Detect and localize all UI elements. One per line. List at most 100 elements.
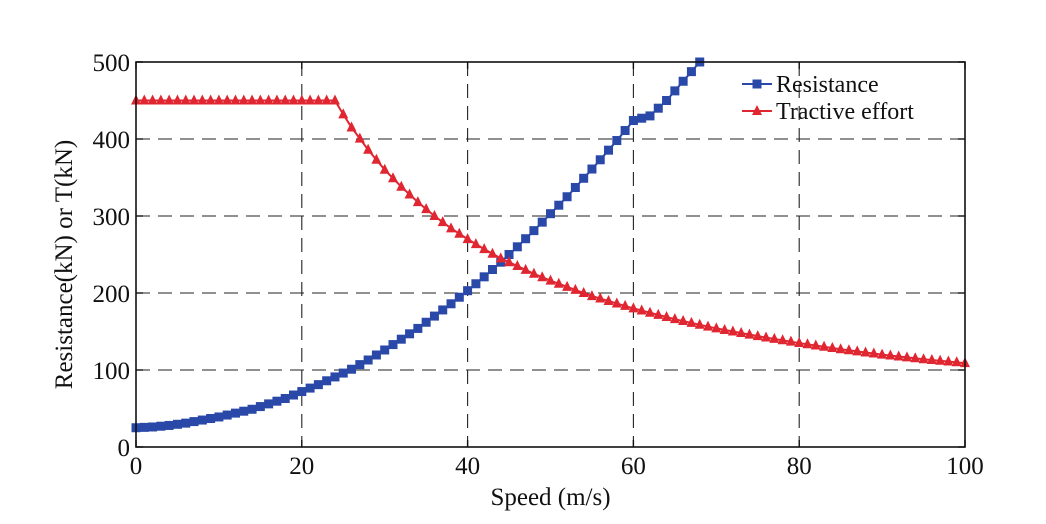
series-1-point — [694, 318, 705, 329]
series-1-point — [230, 94, 241, 105]
series-0-point — [363, 355, 373, 365]
series-0-point — [139, 422, 149, 432]
series-0-point — [371, 350, 381, 360]
series-1-point — [139, 94, 150, 105]
y-axis-label: Resistance(kN) or T(kN) — [51, 140, 78, 389]
series-0-point — [255, 402, 265, 412]
series-1-point — [421, 203, 432, 214]
series-0-point — [504, 250, 514, 259]
series-1-point — [462, 233, 473, 244]
series-0-point — [595, 155, 605, 165]
series-1-point — [371, 153, 382, 164]
series-0-point — [471, 279, 481, 289]
series-1-point — [636, 304, 647, 315]
legend-label-1: Tractive effort — [776, 99, 914, 125]
series-0-point — [396, 334, 406, 344]
series-1-point — [777, 334, 788, 345]
series-1-point — [512, 260, 523, 271]
series-0-point — [206, 414, 216, 424]
series-1-point — [155, 94, 166, 105]
grid-lines — [136, 62, 965, 447]
series-1-point — [470, 238, 481, 249]
series-0-point — [338, 368, 348, 378]
series-1-point — [387, 172, 398, 183]
series-1-point — [744, 328, 755, 339]
series-1-point — [661, 311, 672, 322]
y-tick-label-100: 100 — [93, 358, 131, 385]
series-0-point — [189, 417, 199, 427]
series-1-point — [603, 295, 614, 306]
y-tick-label-200: 200 — [93, 281, 131, 308]
series-1-point — [868, 347, 879, 358]
series-1-point — [338, 108, 349, 119]
series-0-point — [429, 311, 439, 321]
series-1-point — [703, 320, 714, 331]
series-1-point — [329, 94, 340, 105]
series-1-point — [877, 348, 888, 359]
series-0-point — [421, 317, 431, 327]
series-1-point — [769, 332, 780, 343]
series-0 — [131, 57, 705, 433]
series-0-point — [247, 404, 257, 414]
series-0-point — [239, 406, 249, 416]
x-tick-label-40: 40 — [455, 453, 480, 480]
series-1-point — [761, 331, 772, 342]
series-1-point — [752, 330, 763, 341]
series-1-point — [255, 94, 266, 105]
series-1-point — [180, 94, 191, 105]
series-1-point — [437, 216, 448, 227]
series-1-point — [885, 349, 896, 360]
series-0-point — [512, 242, 522, 252]
series-0-point — [587, 164, 597, 174]
series-1-point — [727, 325, 738, 336]
series-1-point — [819, 340, 830, 351]
series-1-point — [578, 287, 589, 297]
series-0-point — [230, 408, 240, 418]
series-1-point — [354, 132, 365, 143]
series-0-point — [438, 305, 448, 315]
series-1-point — [653, 308, 664, 319]
series-1-point — [321, 94, 332, 105]
series-1-point — [810, 339, 821, 350]
series-1-point — [271, 94, 282, 105]
series-1-point — [843, 344, 854, 355]
series-0-point — [148, 422, 158, 432]
series-1-point — [412, 196, 423, 207]
series-1-point — [893, 350, 904, 361]
series-0-point — [604, 145, 614, 155]
series-0-point — [537, 217, 547, 227]
series-1-point — [943, 355, 954, 366]
series-1-point — [379, 163, 390, 174]
series-1-point — [595, 292, 606, 303]
series-0-point — [355, 360, 365, 370]
series-1-point — [951, 356, 962, 367]
series-1-point — [396, 180, 407, 191]
series-1-point — [553, 277, 564, 288]
series-line-1 — [136, 99, 966, 365]
series-1 — [131, 94, 970, 368]
series-0-point — [172, 419, 182, 429]
series-1-point — [454, 227, 465, 238]
series-1-point — [197, 94, 208, 105]
series-0-point — [653, 103, 663, 113]
series-0-point — [305, 383, 315, 393]
series-1-point — [164, 94, 175, 105]
series-1-point — [628, 302, 639, 313]
series-0-point — [413, 323, 423, 333]
series-1-point — [678, 315, 689, 326]
series-1-point — [446, 222, 457, 233]
series-1-point — [238, 94, 249, 105]
series-1-point — [537, 271, 548, 282]
series-1-point — [802, 338, 813, 349]
series-1-point — [296, 94, 307, 105]
x-tick-label-20: 20 — [289, 453, 314, 480]
series-0-point — [463, 286, 473, 296]
series-1-point — [189, 94, 200, 105]
series-0-point — [686, 67, 696, 77]
legend-label-0: Resistance — [776, 72, 879, 98]
y-tick-label-500: 500 — [93, 50, 131, 77]
series-1-point — [669, 313, 680, 324]
series-0-point — [479, 272, 489, 282]
series-1-point — [528, 267, 539, 278]
